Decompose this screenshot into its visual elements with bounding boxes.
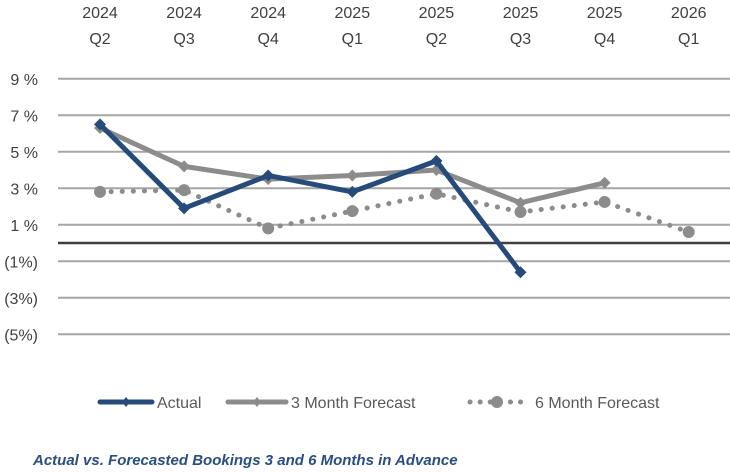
x-tick-label-quarter: Q2 — [89, 31, 110, 48]
x-tick-label-year: 2025 — [503, 5, 539, 22]
data-point — [514, 266, 527, 279]
x-tick-label-quarter: Q1 — [342, 31, 363, 48]
gridlines — [58, 77, 730, 336]
data-point — [346, 169, 359, 182]
data-point — [262, 222, 275, 235]
data-point — [94, 118, 106, 131]
y-axis-labels: 9 % 7 % 5 % 3 % 1 % (1%) (3%) (5%) — [4, 72, 38, 345]
y-tick-label: (1%) — [4, 254, 38, 271]
y-tick-label: 9 % — [10, 72, 38, 89]
data-point — [178, 184, 191, 197]
x-tick-label-quarter: Q4 — [594, 31, 615, 48]
chart-title: Actual vs. Forecasted Bookings 3 and 6 M… — [33, 452, 458, 469]
y-tick-label: 5 % — [10, 145, 38, 162]
x-tick-label-year: 2025 — [335, 5, 371, 22]
y-tick-label: 3 % — [10, 181, 38, 198]
x-tick-label-year: 2026 — [671, 5, 707, 22]
series-group — [94, 118, 695, 279]
series-line — [97, 121, 523, 275]
x-tick-label-year: 2024 — [82, 5, 118, 22]
x-tick-label-year: 2025 — [587, 5, 623, 22]
data-point — [178, 202, 191, 215]
legend-item-3-month-forecast: 3 Month Forecast — [225, 395, 416, 412]
legend: Actual 3 Month Forecast 6 Month Forecast — [97, 395, 660, 412]
series-6-month-forecast — [94, 184, 695, 239]
legend-marker — [122, 397, 130, 407]
x-tick-label-quarter: Q1 — [678, 31, 699, 48]
data-point — [94, 185, 106, 198]
y-tick-label: (3%) — [4, 291, 38, 308]
data-point — [346, 185, 359, 198]
legend-marker — [491, 396, 503, 408]
data-point — [346, 205, 359, 218]
data-point — [598, 195, 611, 208]
data-point — [682, 226, 695, 239]
x-tick-label-year: 2024 — [166, 5, 202, 22]
data-point — [430, 154, 443, 167]
data-point — [514, 196, 527, 209]
x-tick-label-year: 2025 — [419, 5, 455, 22]
data-point — [262, 169, 275, 182]
y-tick-label: (5%) — [4, 327, 38, 344]
legend-item-actual: Actual — [97, 395, 201, 412]
data-point — [514, 205, 527, 218]
legend-marker — [253, 397, 261, 407]
data-point — [430, 187, 443, 200]
series-line — [97, 187, 692, 235]
legend-label: Actual — [157, 395, 201, 412]
x-tick-label-quarter: Q4 — [258, 31, 279, 48]
legend-label: 3 Month Forecast — [291, 395, 416, 412]
x-axis-labels: 2024 Q2 2024 Q3 2024 Q4 2025 Q1 2025 Q2 2025 Q3 2025… — [82, 5, 706, 48]
x-tick-label-quarter: Q3 — [510, 31, 531, 48]
x-tick-label-year: 2024 — [250, 5, 286, 22]
legend-item-6-month-forecast: 6 Month Forecast — [467, 395, 660, 412]
x-tick-label-quarter: Q2 — [426, 31, 447, 48]
data-point — [598, 176, 611, 189]
legend-label: 6 Month Forecast — [535, 395, 660, 412]
data-point — [178, 160, 191, 173]
x-tick-label-quarter: Q3 — [173, 31, 194, 48]
series-actual — [94, 118, 527, 279]
y-tick-label: 1 % — [10, 218, 38, 235]
line-chart: 9 % 7 % 5 % 3 % 1 % (1%) (3%) (5%) 2024 Q2 2024 Q3… — [4, 5, 730, 412]
y-tick-label: 7 % — [10, 108, 38, 125]
